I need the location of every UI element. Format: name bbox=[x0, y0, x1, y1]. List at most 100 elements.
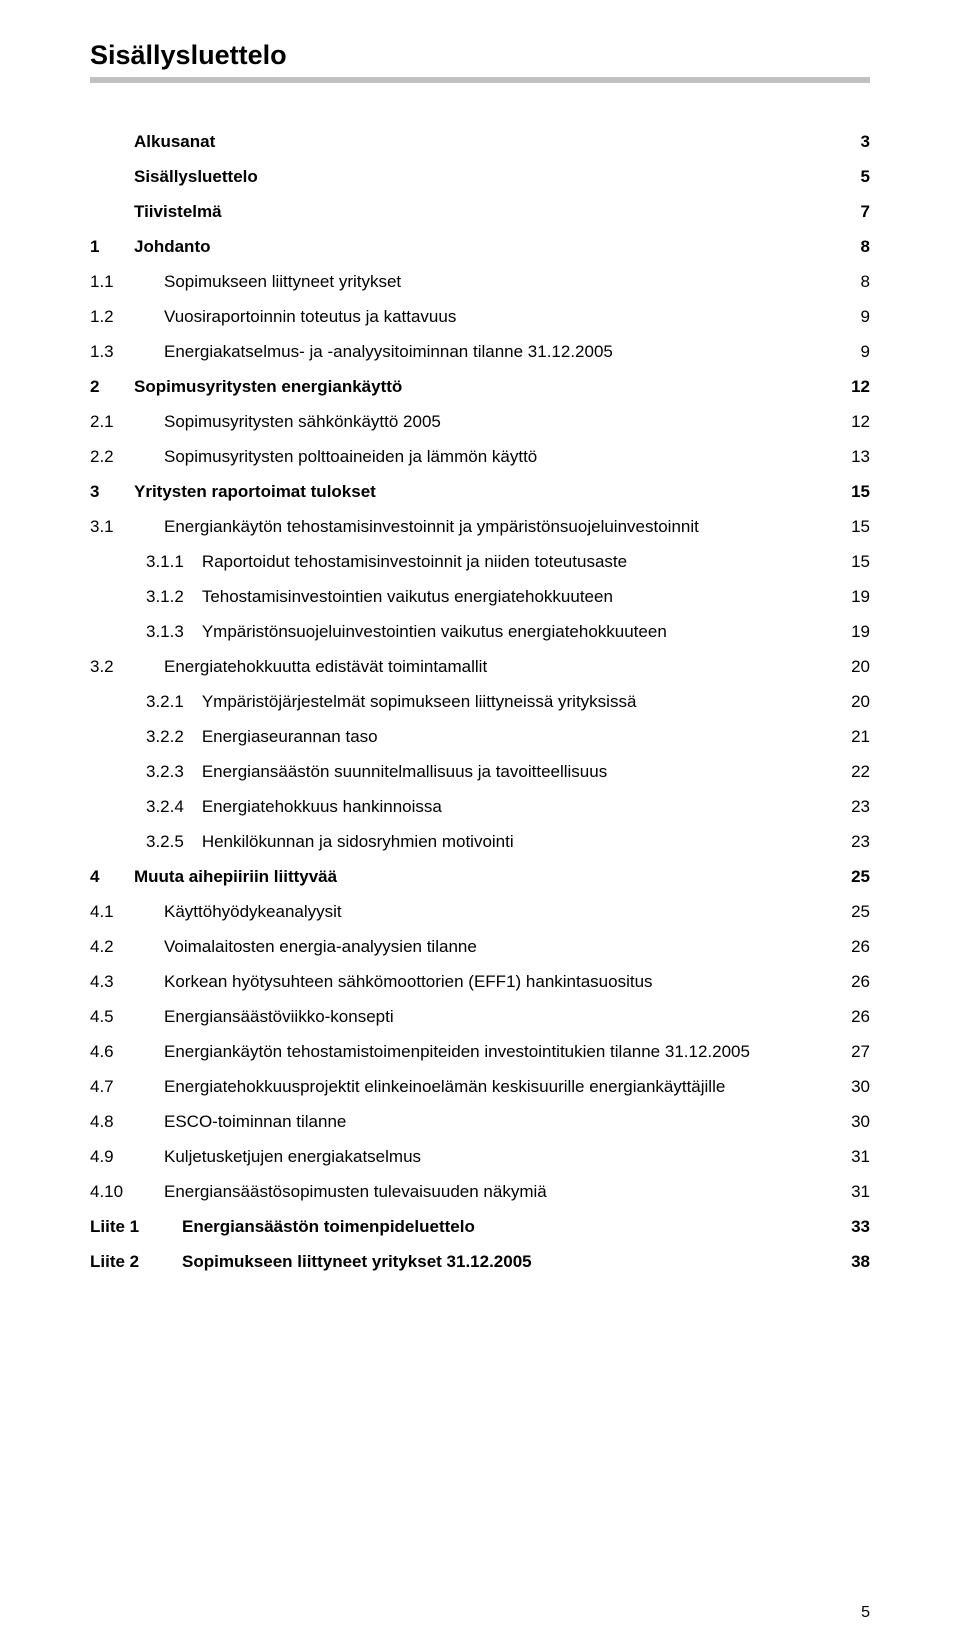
toc-entry-page: 15 bbox=[828, 483, 870, 500]
title-rule bbox=[90, 77, 870, 83]
toc-entry-page: 5 bbox=[828, 168, 870, 185]
toc-entry-number: 3.2 bbox=[90, 658, 164, 675]
toc-entry-page: 21 bbox=[828, 728, 870, 745]
toc-entry-label: Energiatehokkuusprojektit elinkeinoelämä… bbox=[164, 1078, 828, 1095]
toc-row: 3.2.2Energiaseurannan taso21 bbox=[90, 728, 870, 745]
toc-entry-label: Voimalaitosten energia-analyysien tilann… bbox=[164, 938, 828, 955]
toc-entry-label: Käyttöhyödykeanalyysit bbox=[164, 903, 828, 920]
toc-entry-label: Sopimukseen liittyneet yritykset 31.12.2… bbox=[182, 1253, 828, 1270]
toc-entry-number: 4.5 bbox=[90, 1008, 164, 1025]
toc-row: Alkusanat3 bbox=[90, 133, 870, 150]
toc-entry-page: 33 bbox=[828, 1218, 870, 1235]
toc-entry-number: 4.2 bbox=[90, 938, 164, 955]
toc-row: 3.2Energiatehokkuutta edistävät toiminta… bbox=[90, 658, 870, 675]
toc-entry-label: Kuljetusketjujen energiakatselmus bbox=[164, 1148, 828, 1165]
toc-row: 3Yritysten raportoimat tulokset15 bbox=[90, 483, 870, 500]
toc-entry-number: 1.1 bbox=[90, 273, 164, 290]
page-title: Sisällysluettelo bbox=[90, 40, 870, 71]
toc-row: 2Sopimusyritysten energiankäyttö12 bbox=[90, 378, 870, 395]
toc-entry-number: 4.1 bbox=[90, 903, 164, 920]
page-number: 5 bbox=[861, 1604, 870, 1622]
toc-entry-number: 2.2 bbox=[90, 448, 164, 465]
toc-entry-label: Energiansäästön suunnitelmallisuus ja ta… bbox=[202, 763, 828, 780]
toc-entry-page: 26 bbox=[828, 1008, 870, 1025]
toc-row: Liite 1Energiansäästön toimenpideluettel… bbox=[90, 1218, 870, 1235]
toc-entry-page: 26 bbox=[828, 973, 870, 990]
toc-row: 1.3Energiakatselmus- ja -analyysitoiminn… bbox=[90, 343, 870, 360]
toc-entry-page: 25 bbox=[828, 903, 870, 920]
toc-entry-number: 3.2.2 bbox=[146, 728, 202, 745]
toc-row: 3.2.1Ympäristöjärjestelmät sopimukseen l… bbox=[90, 693, 870, 710]
toc-row: 3.1.1Raportoidut tehostamisinvestoinnit … bbox=[90, 553, 870, 570]
toc-entry-page: 19 bbox=[828, 588, 870, 605]
toc-row: 3.1Energiankäytön tehostamisinvestoinnit… bbox=[90, 518, 870, 535]
table-of-contents: Alkusanat3Sisällysluettelo5Tiivistelmä71… bbox=[90, 133, 870, 1270]
toc-entry-page: 9 bbox=[828, 308, 870, 325]
toc-entry-number: 4 bbox=[90, 868, 134, 885]
toc-entry-number: 3.2.5 bbox=[146, 833, 202, 850]
toc-row: 3.2.3Energiansäästön suunnitelmallisuus … bbox=[90, 763, 870, 780]
toc-entry-page: 22 bbox=[828, 763, 870, 780]
toc-entry-page: 30 bbox=[828, 1113, 870, 1130]
toc-entry-page: 26 bbox=[828, 938, 870, 955]
toc-row: 1.2Vuosiraportoinnin toteutus ja kattavu… bbox=[90, 308, 870, 325]
toc-row: 3.2.4Energiatehokkuus hankinnoissa23 bbox=[90, 798, 870, 815]
toc-entry-page: 8 bbox=[828, 273, 870, 290]
toc-row: 4.9Kuljetusketjujen energiakatselmus31 bbox=[90, 1148, 870, 1165]
toc-entry-number: 1 bbox=[90, 238, 134, 255]
toc-entry-label: Raportoidut tehostamisinvestoinnit ja ni… bbox=[202, 553, 828, 570]
toc-entry-page: 19 bbox=[828, 623, 870, 640]
toc-entry-number: Liite 2 bbox=[90, 1253, 182, 1270]
toc-row: 4.10Energiansäästösopimusten tulevaisuud… bbox=[90, 1183, 870, 1200]
toc-row: 4Muuta aihepiiriin liittyvää25 bbox=[90, 868, 870, 885]
toc-entry-label: Tiivistelmä bbox=[134, 203, 828, 220]
toc-entry-label: Tehostamisinvestointien vaikutus energia… bbox=[202, 588, 828, 605]
toc-entry-label: Muuta aihepiiriin liittyvää bbox=[134, 868, 828, 885]
toc-entry-page: 3 bbox=[828, 133, 870, 150]
toc-entry-page: 20 bbox=[828, 693, 870, 710]
toc-entry-label: Alkusanat bbox=[134, 133, 828, 150]
toc-row: Tiivistelmä7 bbox=[90, 203, 870, 220]
toc-entry-page: 7 bbox=[828, 203, 870, 220]
toc-entry-page: 15 bbox=[828, 553, 870, 570]
toc-entry-label: Sopimusyritysten sähkönkäyttö 2005 bbox=[164, 413, 828, 430]
toc-entry-page: 13 bbox=[828, 448, 870, 465]
toc-row: 3.2.5Henkilökunnan ja sidosryhmien motiv… bbox=[90, 833, 870, 850]
toc-entry-number: 3.2.3 bbox=[146, 763, 202, 780]
toc-entry-page: 9 bbox=[828, 343, 870, 360]
toc-row: 1.1Sopimukseen liittyneet yritykset8 bbox=[90, 273, 870, 290]
toc-entry-label: Sopimusyritysten polttoaineiden ja lämmö… bbox=[164, 448, 828, 465]
toc-entry-number: 1.3 bbox=[90, 343, 164, 360]
toc-entry-number: 4.10 bbox=[90, 1183, 164, 1200]
toc-entry-number: 4.9 bbox=[90, 1148, 164, 1165]
toc-entry-label: Johdanto bbox=[134, 238, 828, 255]
toc-entry-number: 3.2.1 bbox=[146, 693, 202, 710]
toc-row: 2.2Sopimusyritysten polttoaineiden ja lä… bbox=[90, 448, 870, 465]
toc-row: 4.6Energiankäytön tehostamistoimenpiteid… bbox=[90, 1043, 870, 1060]
toc-row: 2.1Sopimusyritysten sähkönkäyttö 200512 bbox=[90, 413, 870, 430]
toc-entry-page: 12 bbox=[828, 413, 870, 430]
toc-entry-page: 12 bbox=[828, 378, 870, 395]
toc-entry-page: 8 bbox=[828, 238, 870, 255]
toc-entry-label: Energiatehokkuutta edistävät toimintamal… bbox=[164, 658, 828, 675]
toc-entry-label: Energiansäästösopimusten tulevaisuuden n… bbox=[164, 1183, 828, 1200]
toc-row: Sisällysluettelo5 bbox=[90, 168, 870, 185]
toc-entry-label: Energiankäytön tehostamisinvestoinnit ja… bbox=[164, 518, 828, 535]
toc-row: 1Johdanto8 bbox=[90, 238, 870, 255]
toc-entry-label: Energiansäästöviikko-konsepti bbox=[164, 1008, 828, 1025]
toc-entry-label: Energiakatselmus- ja -analyysitoiminnan … bbox=[164, 343, 828, 360]
toc-entry-label: Sopimusyritysten energiankäyttö bbox=[134, 378, 828, 395]
toc-entry-number: 3.2.4 bbox=[146, 798, 202, 815]
toc-entry-number: 4.7 bbox=[90, 1078, 164, 1095]
toc-entry-number: 1.2 bbox=[90, 308, 164, 325]
toc-entry-number: 3.1 bbox=[90, 518, 164, 535]
toc-entry-label: ESCO-toiminnan tilanne bbox=[164, 1113, 828, 1130]
toc-entry-number: 3 bbox=[90, 483, 134, 500]
toc-entry-page: 20 bbox=[828, 658, 870, 675]
toc-entry-page: 23 bbox=[828, 833, 870, 850]
toc-entry-page: 27 bbox=[828, 1043, 870, 1060]
toc-entry-label: Henkilökunnan ja sidosryhmien motivointi bbox=[202, 833, 828, 850]
toc-entry-number: 2.1 bbox=[90, 413, 164, 430]
toc-entry-page: 31 bbox=[828, 1148, 870, 1165]
toc-entry-page: 31 bbox=[828, 1183, 870, 1200]
